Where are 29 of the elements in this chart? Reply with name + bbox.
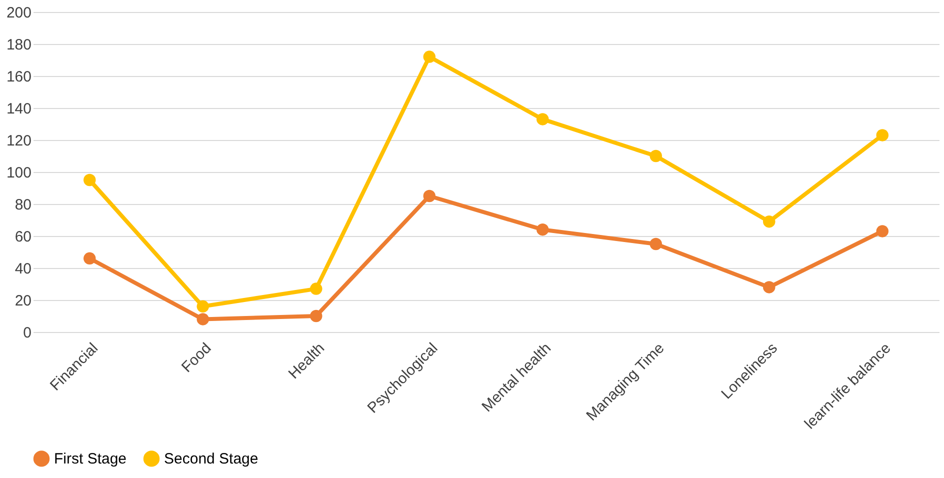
y-tick-label: 140	[6, 100, 32, 118]
point	[84, 174, 96, 186]
y-tick-label: 180	[6, 36, 32, 54]
y-tick-label: 0	[23, 324, 32, 342]
y-tick-label: 120	[6, 132, 32, 150]
y-tick-label: 200	[6, 4, 32, 22]
point	[423, 50, 436, 63]
y-tick-label: 60	[14, 228, 32, 246]
y-tick-label: 20	[14, 292, 32, 310]
point	[650, 238, 662, 250]
point	[423, 190, 436, 202]
y-tick-label: 40	[14, 260, 32, 278]
y-tick-label: 100	[6, 164, 32, 182]
point	[536, 223, 549, 236]
point	[84, 252, 96, 265]
y-tick-label: 160	[6, 68, 32, 86]
legend-label: Second Stage	[164, 450, 258, 468]
legend-label: First Stage	[54, 450, 127, 468]
point	[310, 310, 322, 322]
point	[536, 113, 549, 126]
point	[763, 215, 776, 228]
point	[310, 282, 322, 295]
point	[196, 300, 209, 313]
y-tick-label: 80	[14, 196, 32, 214]
point	[650, 150, 662, 162]
point	[196, 313, 209, 326]
point	[876, 129, 888, 142]
point	[876, 225, 888, 238]
point	[763, 281, 776, 294]
